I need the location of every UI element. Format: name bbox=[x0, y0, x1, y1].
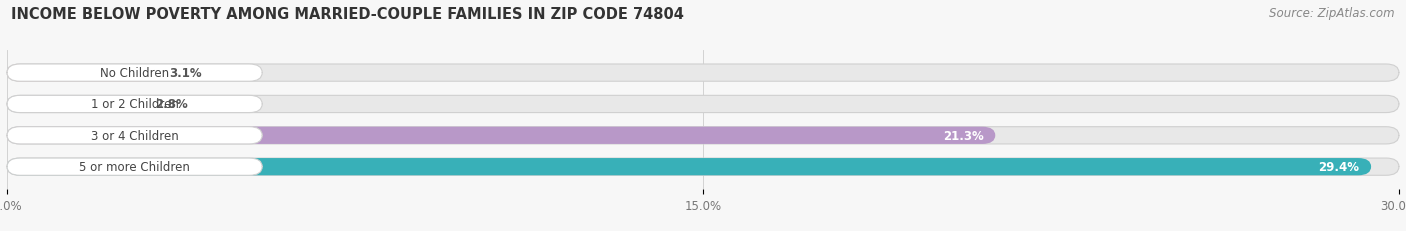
Text: 2.8%: 2.8% bbox=[156, 98, 188, 111]
Text: 3.1%: 3.1% bbox=[170, 67, 202, 80]
Text: 29.4%: 29.4% bbox=[1319, 161, 1360, 173]
FancyBboxPatch shape bbox=[7, 65, 262, 82]
FancyBboxPatch shape bbox=[7, 127, 1399, 144]
Text: Source: ZipAtlas.com: Source: ZipAtlas.com bbox=[1270, 7, 1395, 20]
FancyBboxPatch shape bbox=[7, 65, 1399, 82]
Text: No Children: No Children bbox=[100, 67, 169, 80]
Text: 5 or more Children: 5 or more Children bbox=[79, 161, 190, 173]
FancyBboxPatch shape bbox=[7, 158, 1371, 176]
FancyBboxPatch shape bbox=[7, 158, 262, 176]
FancyBboxPatch shape bbox=[7, 96, 1399, 113]
FancyBboxPatch shape bbox=[7, 158, 1399, 176]
FancyBboxPatch shape bbox=[7, 127, 262, 144]
FancyBboxPatch shape bbox=[7, 96, 262, 113]
FancyBboxPatch shape bbox=[7, 127, 995, 144]
FancyBboxPatch shape bbox=[7, 65, 150, 82]
Text: 1 or 2 Children: 1 or 2 Children bbox=[91, 98, 179, 111]
Text: 3 or 4 Children: 3 or 4 Children bbox=[91, 129, 179, 142]
Text: 21.3%: 21.3% bbox=[943, 129, 984, 142]
Text: INCOME BELOW POVERTY AMONG MARRIED-COUPLE FAMILIES IN ZIP CODE 74804: INCOME BELOW POVERTY AMONG MARRIED-COUPL… bbox=[11, 7, 685, 22]
FancyBboxPatch shape bbox=[7, 96, 136, 113]
